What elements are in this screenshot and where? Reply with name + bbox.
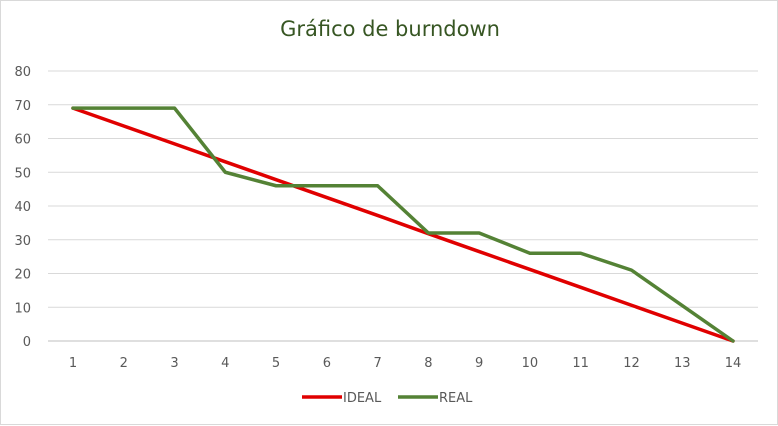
y-tick-label: 40 <box>14 200 31 215</box>
y-tick-label: 20 <box>14 268 31 283</box>
legend-label-real: REAL <box>439 391 473 406</box>
legend-label-ideal: IDEAL <box>343 391 382 406</box>
x-tick-label: 8 <box>424 356 432 371</box>
x-tick-label: 4 <box>221 356 229 371</box>
series-line-real <box>71 106 735 343</box>
x-tick-label: 13 <box>674 356 691 371</box>
series-line-ideal <box>71 106 735 343</box>
x-tick-label: 12 <box>623 356 640 371</box>
y-tick-label: 0 <box>23 335 31 350</box>
y-tick-label: 50 <box>14 166 31 181</box>
y-tick-label: 30 <box>14 234 31 249</box>
legend: IDEAL REAL <box>302 391 473 406</box>
y-tick-label: 60 <box>14 133 31 148</box>
x-tick-label: 10 <box>522 356 539 371</box>
x-tick-label: 9 <box>475 356 483 371</box>
chart-title: Gráfico de burndown <box>280 17 500 41</box>
x-tick-label: 3 <box>170 356 178 371</box>
x-axis: 1 2 3 4 5 6 7 8 9 10 11 12 13 14 <box>69 356 741 371</box>
y-tick-label: 80 <box>14 65 31 80</box>
y-tick-label: 10 <box>14 301 31 316</box>
x-tick-label: 14 <box>725 356 742 371</box>
x-tick-label: 2 <box>120 356 128 371</box>
grid-layer <box>48 70 758 342</box>
x-tick-label: 5 <box>272 356 280 371</box>
y-tick-label: 70 <box>14 99 31 114</box>
series-layer <box>71 106 735 343</box>
x-tick-label: 7 <box>373 356 381 371</box>
x-tick-label: 11 <box>572 356 589 371</box>
x-tick-label: 6 <box>323 356 331 371</box>
x-tick-label: 1 <box>69 356 77 371</box>
y-axis: 0 10 20 30 40 50 60 70 80 <box>14 65 31 350</box>
